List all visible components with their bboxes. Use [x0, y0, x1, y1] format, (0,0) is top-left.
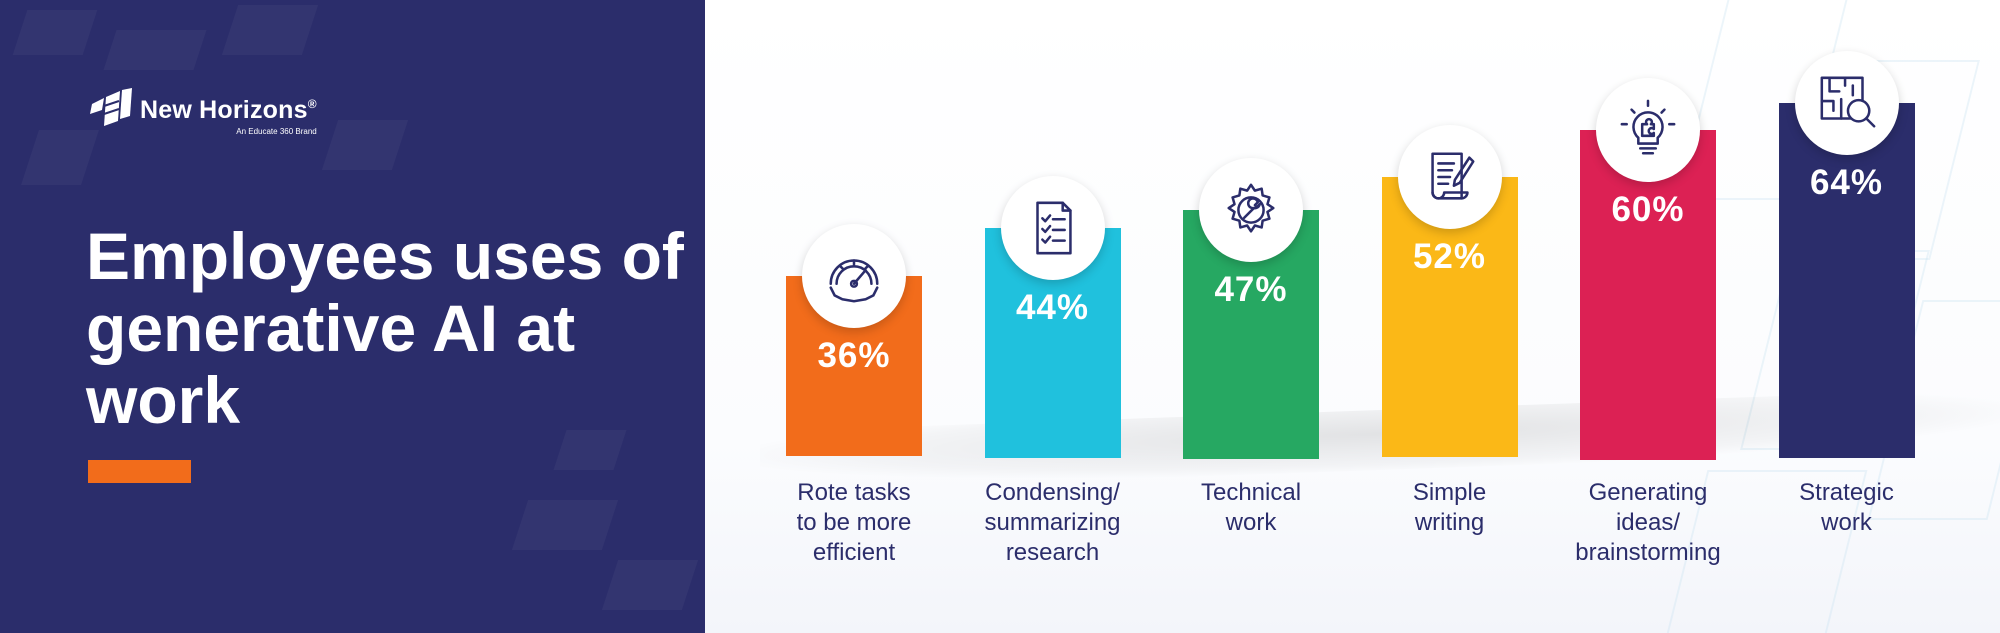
bar-value-label: 64% [1809, 163, 1884, 202]
new-horizons-logo-icon [90, 88, 132, 126]
scroll-pen-icon [1397, 125, 1502, 229]
accent-bar [88, 460, 191, 483]
bar-value-label: 52% [1412, 237, 1487, 276]
page-title: Employees uses of generative AI at work [86, 219, 684, 437]
category-label: Condensing/summarizing research [958, 478, 1148, 568]
maze-magnifier-icon [1794, 51, 1899, 155]
category-label: Rote tasks to be more efficient [759, 478, 949, 568]
logo: New Horizons® An Educate 360 Brand [90, 88, 317, 136]
registered-mark: ® [307, 97, 317, 111]
lightbulb-puzzle-icon [1596, 78, 1700, 182]
title-panel: New Horizons® An Educate 360 Brand Emplo… [0, 0, 705, 633]
bar: 64% [1778, 103, 1915, 458]
bar-value-label: 36% [817, 336, 891, 375]
category-label-line: ideas/ [1615, 509, 1681, 536]
bar: 60% [1580, 130, 1716, 460]
category-label: Simple writing [1355, 478, 1545, 538]
category-label-line: writing [1414, 509, 1485, 536]
category-label-line: summarizing [984, 509, 1121, 536]
category-label-line: Technical [1200, 479, 1302, 506]
bar-value-label: 60% [1611, 190, 1685, 229]
category-label-line: research [1005, 539, 1100, 566]
brand-name: New Horizons [140, 96, 308, 124]
category-label-line: Strategic [1799, 479, 1894, 506]
category-label: Generating ideas/brainstorming [1553, 478, 1743, 568]
category-label-line: Generating [1588, 479, 1708, 506]
category-label-line: efficient [812, 539, 896, 566]
category-label-line: Rote tasks [797, 479, 911, 506]
checklist-icon [1000, 176, 1105, 280]
category-label-line: work [1821, 509, 1872, 536]
category-label-line: Simple [1412, 479, 1487, 506]
brand-tagline: An Educate 360 Brand [236, 127, 317, 136]
category-label-line: work [1225, 509, 1277, 536]
gear-wrench-icon [1199, 158, 1303, 263]
category-label: Strategic work [1752, 478, 1942, 538]
category-label-line: brainstorming [1575, 539, 1721, 566]
category-label: Technical work [1156, 478, 1346, 538]
category-label-line: Condensing/ [985, 479, 1120, 506]
category-label-line: to be more [796, 509, 912, 536]
bar-value-label: 44% [1015, 288, 1090, 327]
speedometer-gear-icon [802, 224, 906, 328]
bar-value-label: 47% [1214, 270, 1288, 310]
